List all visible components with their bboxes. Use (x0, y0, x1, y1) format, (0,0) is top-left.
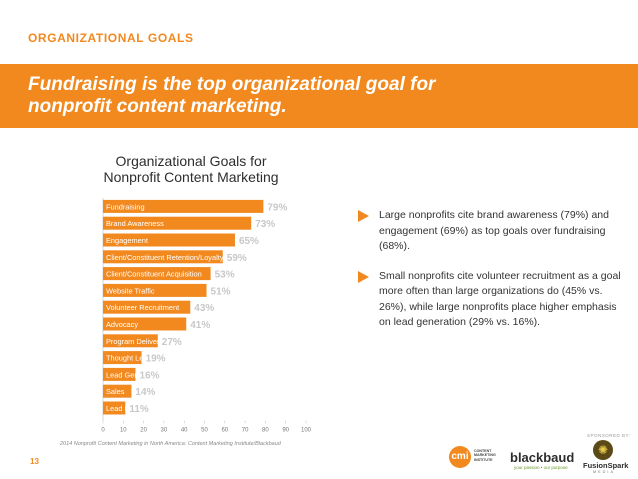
category-label: Lead Management/Nurturing (106, 404, 200, 413)
value-label: 16% (139, 370, 159, 381)
category-label: Engagement (106, 236, 148, 245)
category-label: Lead Generation (106, 370, 161, 379)
bar (103, 250, 223, 264)
category-label: Thought Leadership (106, 354, 172, 363)
cmi-logo-text: CONTENT MARKETING INSTITUTE (474, 449, 496, 462)
bar (103, 267, 211, 281)
bullet-item: Small nonprofits cite volunteer recruitm… (358, 269, 628, 331)
value-label: 14% (135, 387, 155, 398)
bullet-item: Large nonprofits cite brand awareness (7… (358, 208, 628, 255)
cmi-logo: cmi CONTENT MARKETING INSTITUTE (449, 444, 539, 470)
bar (103, 216, 252, 230)
chart-title-line-2: Nonprofit Content Marketing (103, 169, 279, 185)
page-title: Fundraising is the top organizational go… (28, 74, 588, 118)
cmi-text-line-1: CONTENT (474, 449, 492, 453)
bullet-text: Small nonprofits cite volunteer recruitm… (379, 269, 621, 329)
cmi-text-line-3: INSTITUTE (474, 457, 493, 462)
category-label: Advocacy (106, 320, 138, 329)
bar (103, 233, 235, 247)
category-label: Program Delivery (106, 337, 163, 346)
value-label: 41% (190, 320, 210, 331)
x-tick-label: 20 (140, 427, 147, 433)
x-tick-label: 10 (120, 427, 127, 433)
page-title-line-2: nonprofit content marketing. (28, 96, 287, 117)
chart-title-line-1: Organizational Goals for (115, 153, 267, 169)
value-label: 27% (162, 337, 182, 348)
category-label: Client/Constituent Acquisition (106, 270, 202, 279)
x-tick-label: 100 (301, 427, 312, 433)
chart-title: Organizational Goals for Nonprofit Conte… (60, 153, 322, 185)
x-tick-label: 50 (201, 427, 208, 433)
category-label: Sales (106, 387, 125, 396)
section-label: ORGANIZATIONAL GOALS (28, 31, 194, 45)
value-label: 19% (146, 354, 166, 365)
bar (103, 300, 191, 314)
value-label: 73% (255, 219, 275, 230)
arrow-bullet-icon (358, 270, 369, 283)
bullet-list: Large nonprofits cite brand awareness (7… (358, 208, 628, 345)
value-label: 65% (239, 236, 259, 247)
blackbaud-tagline: your passion • our purpose (514, 465, 568, 470)
value-label: 51% (211, 286, 231, 297)
category-label: Client/Constituent Retention/Loyalty (106, 253, 224, 262)
bar (103, 317, 187, 331)
fusionspark-emblem-icon: ✺ (593, 440, 613, 460)
page-title-line-1: Fundraising is the top organizational go… (28, 74, 436, 95)
x-tick-label: 30 (161, 427, 168, 433)
cmi-text-line-2: MARKETING (474, 453, 496, 458)
category-label: Brand Awareness (106, 219, 164, 228)
fusionspark-media: MEDIA (592, 470, 616, 474)
category-label: Website Traffic (106, 286, 155, 295)
sponsored-by-label: SPONSORED BY: (587, 433, 631, 438)
source-note: 2014 Nonprofit Content Marketing in Nort… (60, 441, 281, 447)
x-tick-label: 90 (282, 427, 289, 433)
value-label: 79% (267, 202, 287, 213)
arrow-bullet-icon (358, 210, 369, 222)
value-label: 59% (227, 253, 247, 264)
bullet-text: Large nonprofits cite brand awareness (7… (379, 209, 609, 252)
bar (103, 351, 142, 365)
bar (103, 334, 158, 348)
bar (103, 199, 264, 213)
fusionspark-logo: ✺ FusionSpark MEDIA (583, 440, 629, 476)
bar (103, 367, 136, 381)
x-tick-label: 70 (242, 427, 249, 433)
value-label: 53% (215, 270, 235, 281)
page-number: 13 (30, 457, 39, 466)
x-tick-label: 0 (101, 427, 105, 433)
blackbaud-logo: blackbaud (510, 450, 575, 465)
bar (103, 283, 207, 297)
fusionspark-name: FusionSpark (583, 461, 629, 470)
category-label: Fundraising (106, 202, 145, 211)
value-label: 43% (194, 303, 214, 314)
cmi-logo-mark: cmi (449, 446, 471, 468)
value-label: 11% (129, 404, 149, 415)
category-label: Volunteer Recruitment (106, 303, 179, 312)
bar (103, 384, 132, 398)
title-banner: Fundraising is the top organizational go… (0, 64, 638, 128)
bar (103, 401, 126, 415)
x-tick-label: 40 (181, 427, 188, 433)
x-tick-label: 60 (221, 427, 228, 433)
x-tick-label: 80 (262, 427, 269, 433)
